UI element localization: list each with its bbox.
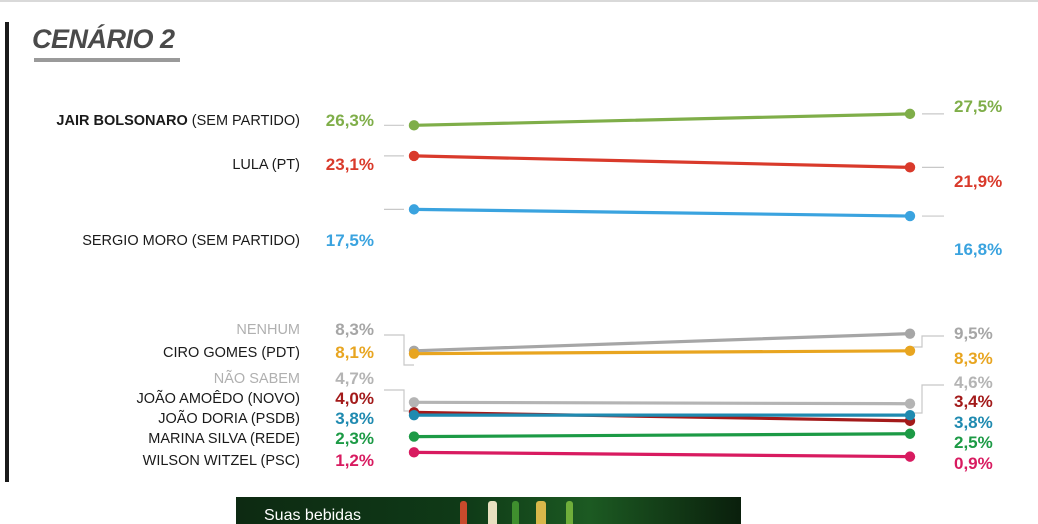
series-1-end-value-label: 21,9% [954,172,1002,191]
series-1-start-value-label: 23,1% [326,155,374,174]
series-3-line [412,332,912,353]
series-8-name-label: MARINA SILVA (REDE) [148,431,300,447]
bottle-image [536,501,546,524]
series-5-point-end [904,398,916,409]
series-0-end-value-label: 27,5% [954,97,1002,116]
series-9-start-value-label: 1,2% [335,451,374,470]
series-4-end-value-label: 8,3% [954,349,993,368]
series-0-name-label: JAIR BOLSONARO (SEM PARTIDO) [56,113,300,129]
series-0-point-start [408,120,420,131]
series-2-end-value-label: 16,8% [954,240,1002,259]
line-chart: JAIR BOLSONARO (SEM PARTIDO) 26,3% 27,5% LU… [56,97,1002,473]
series-3-point-end [904,328,916,339]
series-1-point-end [904,162,916,173]
series-8-start-value-label: 2,3% [335,429,374,448]
series-0-point-end [904,108,916,120]
series-0-start-value-label: 26,3% [326,111,374,130]
series-7-point-end [904,409,916,421]
series-8-point-start [408,431,420,442]
series-2-point-end [904,210,916,222]
series-2-point-start [408,204,420,215]
ad-banner[interactable]: Suas bebidas [236,497,741,524]
series-9-end-value-label: 0,9% [954,454,993,473]
left-accent-rule [5,22,9,482]
series-3-name-label: NENHUM [236,322,300,338]
series-6-name-label: JOÃO AMOÊDO (NOVO) [136,390,300,407]
left-bracket-connector [384,334,414,412]
ad-banner-text: Suas bebidas [264,507,361,524]
top-border [0,0,1038,2]
series-5-point-start [408,397,420,408]
series-1-point-start [408,150,420,162]
series-2-start-value-label: 17,5% [326,231,374,250]
series-9-name-label: WILSON WITZEL (PSC) [143,453,300,469]
series-2-line [412,207,912,218]
series-8-point-end [904,428,916,439]
series-4-point-start [408,348,420,359]
series-8-line [412,432,912,439]
series-4-name-label: CIRO GOMES (PDT) [163,345,300,361]
series-7-start-value-label: 3,8% [335,409,374,428]
series-2-name-label: SERGIO MORO (SEM PARTIDO) [82,233,300,249]
series-6-end-value-label: 3,4% [954,392,993,411]
bottle-image [488,501,497,524]
series-7-end-value-label: 3,8% [954,413,993,432]
bottle-image [460,501,467,524]
series-5-end-value-label: 4,6% [954,373,993,392]
series-5-name-label: NÃO SABEM [214,370,300,387]
title-underline [34,58,180,62]
series-4-line [412,349,912,356]
series-5-line [412,400,912,406]
series-9-line [412,450,912,459]
series-1-line [412,154,912,169]
series-8-end-value-label: 2,5% [954,433,993,452]
chart-title: CENÁRIO 2 [32,24,175,54]
series-9-point-end [904,451,916,462]
bottle-image [566,501,573,524]
series-0-line [412,112,912,127]
series-9-point-start [408,447,420,458]
bottle-image [512,501,519,524]
series-5-start-value-label: 4,7% [335,369,374,388]
chart-plot-group: JAIR BOLSONARO (SEM PARTIDO) 26,3% 27,5% LU… [56,97,1002,473]
series-4-start-value-label: 8,1% [335,343,374,362]
series-3-end-value-label: 9,5% [954,324,993,343]
series-4-point-end [904,345,916,357]
series-1-name-label: LULA (PT) [232,157,300,173]
series-7-point-start [408,409,420,421]
right-bracket-connector [910,335,944,414]
series-6-start-value-label: 4,0% [335,389,374,408]
series-7-name-label: JOÃO DORIA (PSDB) [158,410,300,427]
series-3-start-value-label: 8,3% [335,320,374,339]
